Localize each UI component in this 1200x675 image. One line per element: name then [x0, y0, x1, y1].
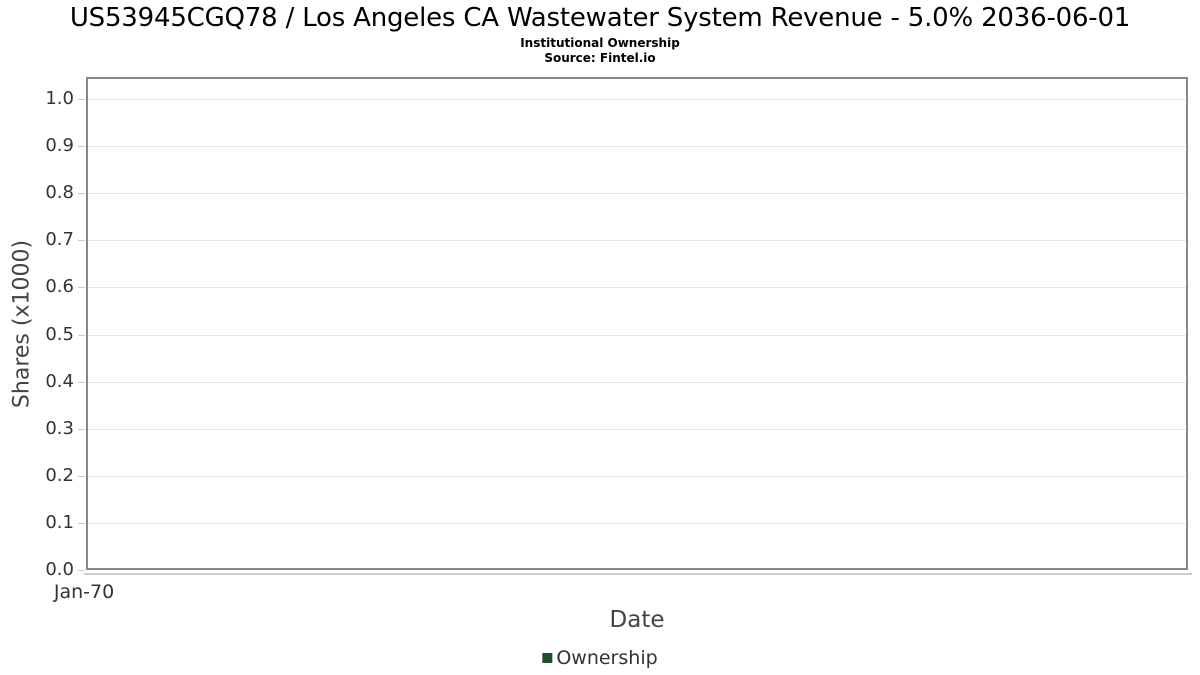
y-tick-mark — [78, 428, 85, 430]
y-tick-label: 0.2 — [45, 464, 74, 486]
y-axis-label: Shares (x1000) — [9, 239, 35, 409]
legend-swatch — [542, 653, 553, 663]
y-tick-label: 0.1 — [45, 511, 74, 533]
y-gridline — [88, 99, 1186, 100]
y-gridline — [88, 428, 1186, 430]
y-tick-mark — [78, 240, 85, 242]
x-tick-label: Jan-70 — [53, 581, 115, 603]
y-tick-label: 0.8 — [45, 182, 74, 204]
y-tick-label: 0.9 — [45, 135, 74, 157]
y-gridline — [88, 522, 1186, 524]
y-gridline — [88, 193, 1186, 195]
y-tick-label: 0.3 — [45, 417, 74, 439]
y-gridline — [88, 381, 1186, 383]
y-tick-mark — [78, 287, 85, 289]
y-gridline — [88, 334, 1186, 336]
y-tick-mark — [78, 522, 85, 524]
y-tick-mark — [78, 381, 85, 383]
y-tick-mark — [78, 334, 85, 336]
plot-area — [86, 77, 1188, 570]
chart-title: US53945CGQ78 / Los Angeles CA Wastewater… — [69, 3, 1131, 33]
chart-source: Source: Fintel.io — [544, 51, 656, 65]
y-gridline — [88, 146, 1186, 148]
y-tick-label: 1.0 — [45, 88, 74, 109]
y-tick-mark — [78, 146, 85, 148]
y-tick-mark — [78, 570, 85, 571]
legend-label: Ownership — [556, 647, 658, 669]
y-tick-label: 0.0 — [45, 559, 74, 580]
y-gridline — [88, 475, 1186, 477]
y-tick-mark — [78, 99, 85, 100]
chart-subtitle: Institutional Ownership — [520, 36, 680, 50]
x-axis-label: Date — [609, 607, 665, 633]
y-gridline — [88, 287, 1186, 289]
y-tick-mark — [78, 475, 85, 477]
x-axis-line — [84, 573, 1192, 575]
legend-item-ownership[interactable]: Ownership — [542, 647, 658, 669]
y-tick-mark — [78, 193, 85, 195]
y-gridline — [88, 240, 1186, 242]
